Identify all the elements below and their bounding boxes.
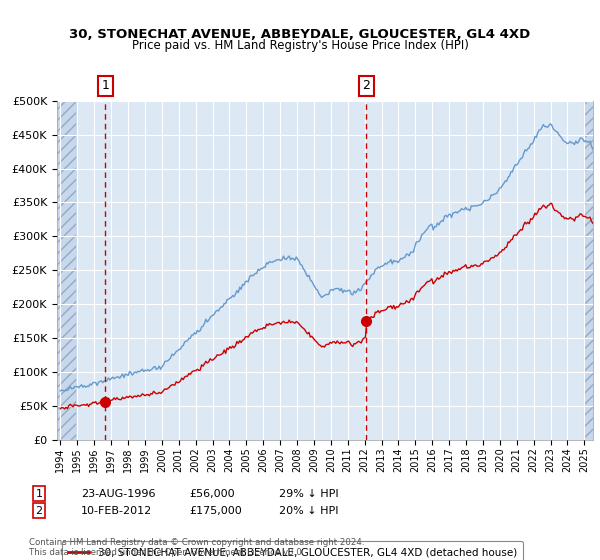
Text: 23-AUG-1996: 23-AUG-1996: [81, 489, 155, 499]
Text: 2: 2: [35, 506, 43, 516]
Bar: [57, 101, 76, 440]
Text: 1: 1: [35, 489, 43, 499]
Bar: [584, 101, 593, 440]
Text: 1: 1: [101, 80, 109, 92]
Text: 20% ↓ HPI: 20% ↓ HPI: [279, 506, 338, 516]
Text: £175,000: £175,000: [189, 506, 242, 516]
Bar: [57, 101, 76, 440]
Text: 29% ↓ HPI: 29% ↓ HPI: [279, 489, 338, 499]
Legend: 30, STONECHAT AVENUE, ABBEYDALE, GLOUCESTER, GL4 4XD (detached house), HPI: Aver: 30, STONECHAT AVENUE, ABBEYDALE, GLOUCES…: [62, 542, 523, 560]
Text: Price paid vs. HM Land Registry's House Price Index (HPI): Price paid vs. HM Land Registry's House …: [131, 39, 469, 53]
Bar: [584, 101, 593, 440]
Text: £56,000: £56,000: [189, 489, 235, 499]
Text: 2: 2: [362, 80, 370, 92]
Text: 30, STONECHAT AVENUE, ABBEYDALE, GLOUCESTER, GL4 4XD: 30, STONECHAT AVENUE, ABBEYDALE, GLOUCES…: [70, 28, 530, 41]
Text: 10-FEB-2012: 10-FEB-2012: [81, 506, 152, 516]
Text: Contains HM Land Registry data © Crown copyright and database right 2024.
This d: Contains HM Land Registry data © Crown c…: [29, 538, 364, 557]
